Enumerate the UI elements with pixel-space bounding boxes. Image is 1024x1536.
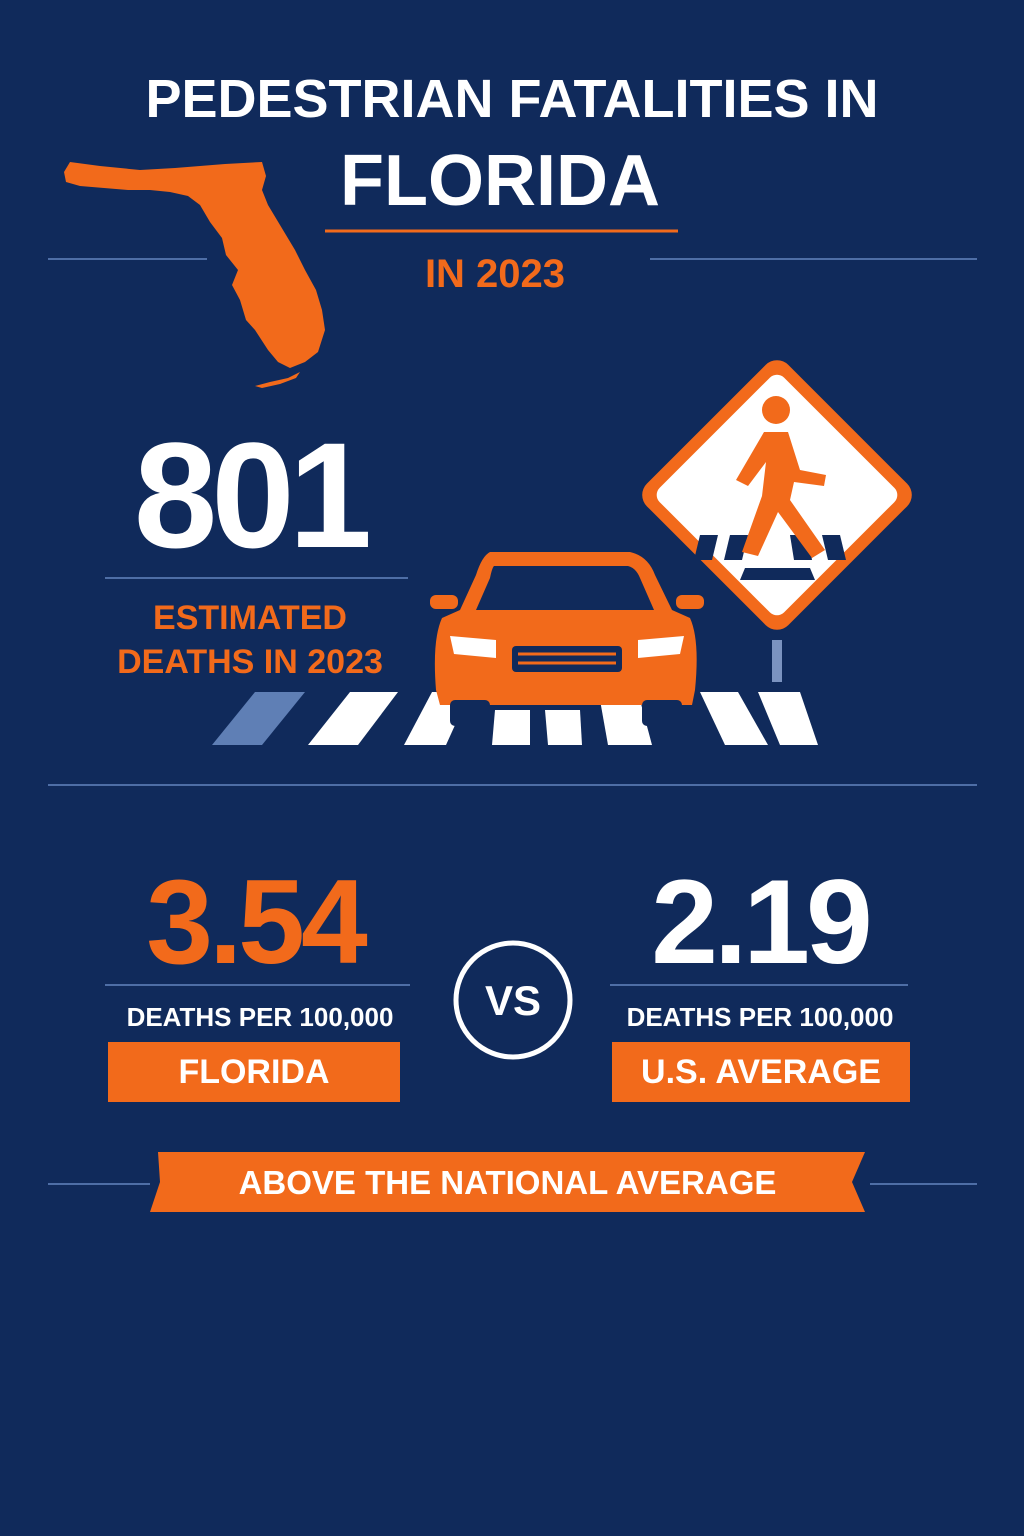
- headline-label: ESTIMATED DEATHS IN 2023: [117, 599, 383, 682]
- banner-text: ABOVE THE NATIONAL AVERAGE: [238, 1164, 777, 1201]
- vs-circle: [453, 940, 573, 1060]
- vs-label: VS: [484, 977, 542, 1024]
- stat-unit: DEATHS PER 100,000: [626, 1002, 894, 1032]
- florida-map: [64, 162, 325, 388]
- stat-label: FLORIDA: [178, 1053, 330, 1091]
- sign-pole: [772, 640, 782, 682]
- car: [430, 552, 704, 726]
- label-box: [108, 1042, 400, 1102]
- banner-ribbon: [150, 1152, 865, 1212]
- stat-unit: DEATHS PER 100,000: [126, 1002, 394, 1032]
- headline-value: 801: [133, 411, 372, 579]
- pedestrian-icon: [736, 396, 826, 558]
- subtitle: IN 2023: [424, 252, 566, 296]
- title: FLORIDA: [340, 141, 660, 221]
- title: PEDESTRIAN FATALITIES IN: [145, 69, 879, 129]
- stat-value: 3.54: [146, 855, 368, 989]
- stat-value: 2.19: [651, 855, 873, 989]
- stat-label: U.S. AVERAGE: [641, 1053, 881, 1091]
- label-box: [612, 1042, 910, 1102]
